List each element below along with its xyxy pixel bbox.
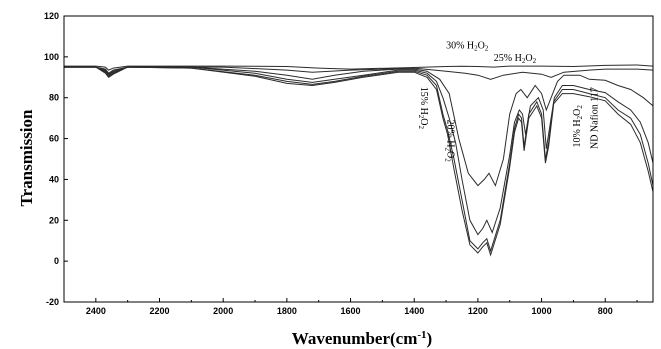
annotation-part: 25% H <box>494 53 522 64</box>
x-axis-title: Wavenumber(cm-1) <box>292 329 432 348</box>
y-tick-label: 80 <box>49 93 59 103</box>
annotation-20: 20% H2O2 <box>444 119 456 162</box>
plot-frame <box>63 15 654 303</box>
x-tick-label: 1400 <box>404 306 424 316</box>
annotation-part: O <box>418 118 429 125</box>
annotation-part: O <box>445 151 456 158</box>
series-line-4 <box>64 66 654 236</box>
series-line-1 <box>64 64 654 71</box>
annotation-part: O <box>525 53 532 64</box>
annotation-part: 2 <box>417 126 425 130</box>
x-tick-label: 1800 <box>277 306 297 316</box>
annotation-part: O <box>572 109 583 116</box>
series-layer <box>64 64 654 257</box>
x-tick-label: 2000 <box>213 306 233 316</box>
annotation-nd: ND Nafion 117 <box>589 87 600 149</box>
y-tick-label: 20 <box>49 215 59 225</box>
annotation-part: 2 <box>485 45 489 53</box>
annotation-part: 2 <box>417 115 425 119</box>
annotation-10: 10% H2O2 <box>572 105 584 148</box>
annotation-part: 2 <box>576 115 584 119</box>
annotation-part: 2 <box>576 105 584 109</box>
annotation-part: O <box>478 41 485 52</box>
annotation-part: 10% H <box>572 119 583 147</box>
series-line-6 <box>64 66 654 257</box>
annotation-part: ND Nafion 117 <box>589 87 600 149</box>
tick-layer: 2400 2200 2000 1800 1600 1400 1200 1000 800 -20 0 2… <box>44 11 638 316</box>
x-tick-label: 1200 <box>468 306 488 316</box>
y-tick-label: 100 <box>44 52 59 62</box>
annotation-30: 30% H2O2 <box>446 41 489 53</box>
annotation-part: 15% H <box>418 87 429 115</box>
annotation-part: 20% H <box>445 119 456 147</box>
x-tick-label: 1600 <box>341 306 361 316</box>
x-tick-label: 800 <box>598 306 613 316</box>
x-tick-label: 1000 <box>532 306 552 316</box>
annotation-part: 2 <box>444 148 452 152</box>
annotation-part: 2 <box>533 57 537 65</box>
y-axis-title: Transmission <box>17 109 36 207</box>
series-line-3 <box>64 66 654 187</box>
x-tick-label: 2200 <box>149 306 169 316</box>
y-tick-label: -20 <box>46 297 59 307</box>
x-axis-title-sup: -1 <box>417 329 426 341</box>
series-line-2 <box>64 66 654 80</box>
y-tick-label: 60 <box>49 134 59 144</box>
x-axis-title-close: ) <box>427 329 433 348</box>
annotation-part: 2 <box>444 158 452 162</box>
annotation-part: 2 <box>522 57 526 65</box>
y-tick-label: 120 <box>44 11 59 21</box>
series-line-5 <box>64 66 654 253</box>
annotation-25: 25% H2O2 <box>494 53 537 65</box>
x-axis-title-main: Wavenumber(cm <box>292 329 418 348</box>
y-tick-label: 40 <box>49 174 59 184</box>
annotation-part: 30% H <box>446 41 474 52</box>
annotation-part: 2 <box>474 45 478 53</box>
x-tick-label: 2400 <box>86 306 106 316</box>
annotation-15: 15% H2O2 <box>417 87 429 130</box>
y-tick-label: 0 <box>54 256 59 266</box>
